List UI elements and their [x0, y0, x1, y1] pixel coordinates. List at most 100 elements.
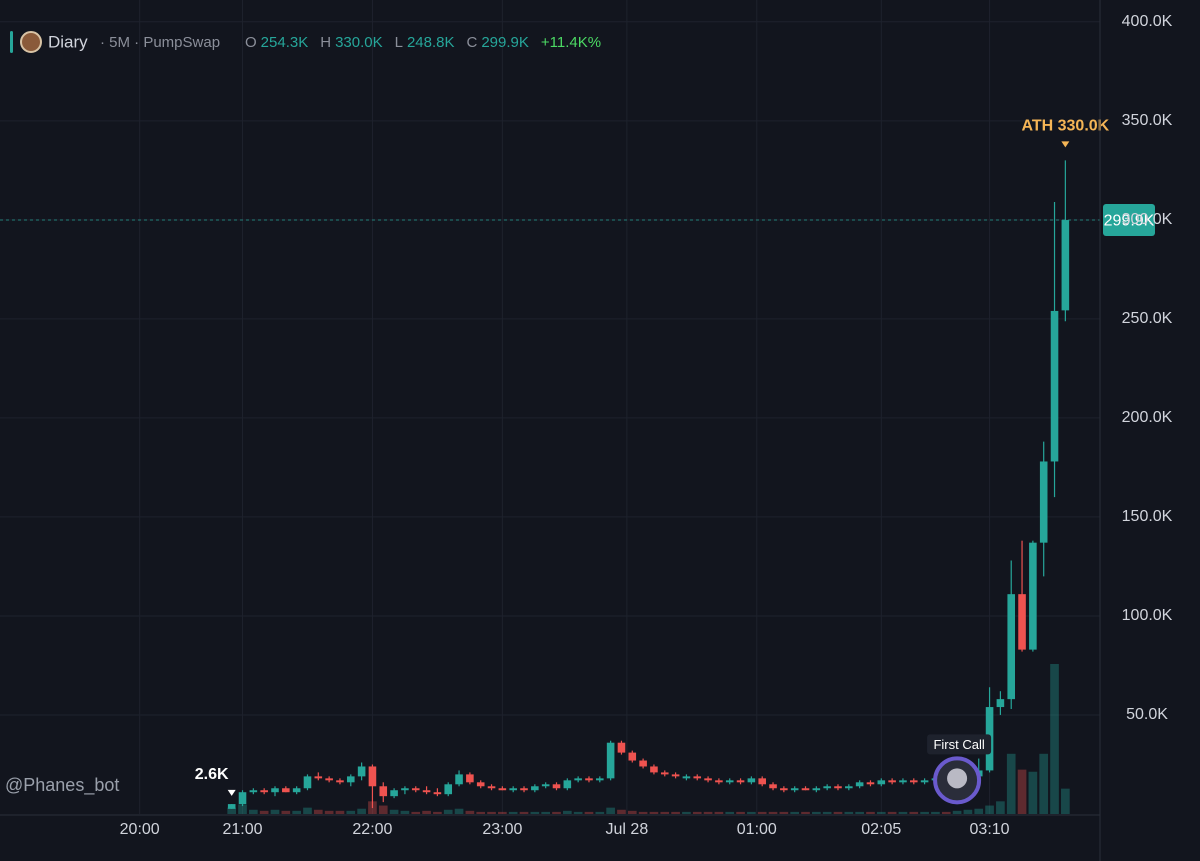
first-call-face [947, 768, 968, 789]
y-tick-label: 300.0K [1122, 211, 1173, 228]
volume-bar [855, 811, 864, 814]
ohlc-key: L [395, 34, 403, 51]
candle-body [401, 788, 409, 791]
volume-bar [313, 809, 323, 814]
volume-bar [573, 811, 583, 814]
volume-bar [822, 811, 832, 814]
candle-body [1018, 594, 1026, 650]
volume-bar [638, 811, 648, 814]
candle-body [660, 772, 669, 775]
y-tick-label: 100.0K [1122, 607, 1173, 624]
legend-accent [10, 31, 13, 53]
volume-bar [779, 811, 789, 814]
candle-body [877, 780, 886, 785]
volume-bar [562, 810, 572, 814]
volume-bar [682, 811, 691, 814]
candle-body [650, 766, 658, 773]
candle-body [346, 776, 355, 783]
x-tick-label: 03:10 [970, 821, 1010, 838]
volume-bar [584, 811, 594, 814]
volume-bar [736, 811, 745, 814]
x-tick-label: 01:00 [737, 821, 777, 838]
candle-body [855, 782, 864, 787]
volume-bar [281, 810, 291, 814]
candle-body [379, 786, 388, 797]
volume-bar [757, 811, 767, 814]
volume-bar [606, 807, 615, 814]
annotation-marker [1061, 141, 1070, 148]
candle-body [1007, 594, 1016, 700]
volume-bar [692, 811, 702, 814]
candle-body [866, 782, 875, 785]
x-tick-label: 22:00 [352, 821, 392, 838]
candle-body [444, 784, 453, 795]
ohlc-value: 254.3K [261, 34, 309, 51]
volume-bar [844, 811, 854, 814]
candle-body [282, 788, 290, 793]
volume-bar [617, 809, 626, 814]
candle-body [574, 778, 582, 781]
volume-bar [714, 811, 724, 814]
first-call-tag [927, 734, 992, 755]
volume-bar [963, 809, 973, 814]
candle-body [552, 784, 561, 789]
interval: · 5M · PumpSwap [100, 34, 220, 51]
candle-body [238, 792, 247, 805]
volume-bar [703, 811, 713, 814]
candle-body [422, 790, 431, 793]
volume-bar [519, 811, 529, 814]
ohlc-key: C [467, 34, 478, 51]
candle-body [531, 786, 539, 791]
volume-bar [324, 810, 334, 814]
volume-bar [1006, 753, 1016, 814]
volume-bar [249, 809, 258, 814]
volume-bar [1039, 753, 1049, 814]
candle-body [736, 780, 745, 783]
ohlc-value: 330.0K [335, 34, 383, 51]
candle-body [520, 788, 528, 791]
volume-bar [541, 811, 550, 814]
volume-bar [530, 811, 540, 814]
candle-body [541, 784, 550, 787]
volume-bar [627, 810, 637, 814]
volume-bar [443, 809, 453, 814]
volume-bar [552, 811, 561, 814]
x-tick-label: Jul 28 [606, 821, 649, 838]
volume-bar [433, 811, 442, 814]
candle-body [249, 790, 258, 793]
candle-body [368, 766, 377, 787]
volume-bar [985, 805, 994, 814]
volume-bar [974, 808, 984, 814]
annotation-label: 2.6K [195, 766, 229, 783]
volume-bar [1061, 788, 1070, 814]
volume-bar [1017, 769, 1027, 814]
volume-bar [866, 811, 875, 814]
volume-bar [909, 811, 919, 814]
token-avatar [20, 31, 42, 53]
volume-bar [508, 811, 518, 814]
volume-bar [411, 811, 421, 814]
candle-body [487, 786, 496, 789]
grid [0, 0, 1100, 814]
candle-body [920, 780, 929, 783]
candle-body [769, 784, 777, 789]
candle-body [790, 788, 799, 791]
candle-body [1061, 220, 1070, 311]
candle-body [271, 788, 279, 793]
volume-bar [595, 811, 605, 814]
current-price-tag [1103, 204, 1155, 237]
volume-layer [227, 664, 1070, 814]
volume-bar [768, 811, 778, 814]
candle-body [801, 788, 810, 791]
candle-body [693, 776, 702, 779]
candle-body [996, 699, 1005, 708]
candle-body [390, 790, 398, 797]
candle-body [433, 792, 442, 795]
candle-body [1039, 461, 1048, 543]
candle-body [1029, 542, 1037, 650]
candle-body [834, 786, 842, 789]
volume-bar [941, 811, 951, 814]
ohlc-value: 248.8K [407, 34, 455, 51]
